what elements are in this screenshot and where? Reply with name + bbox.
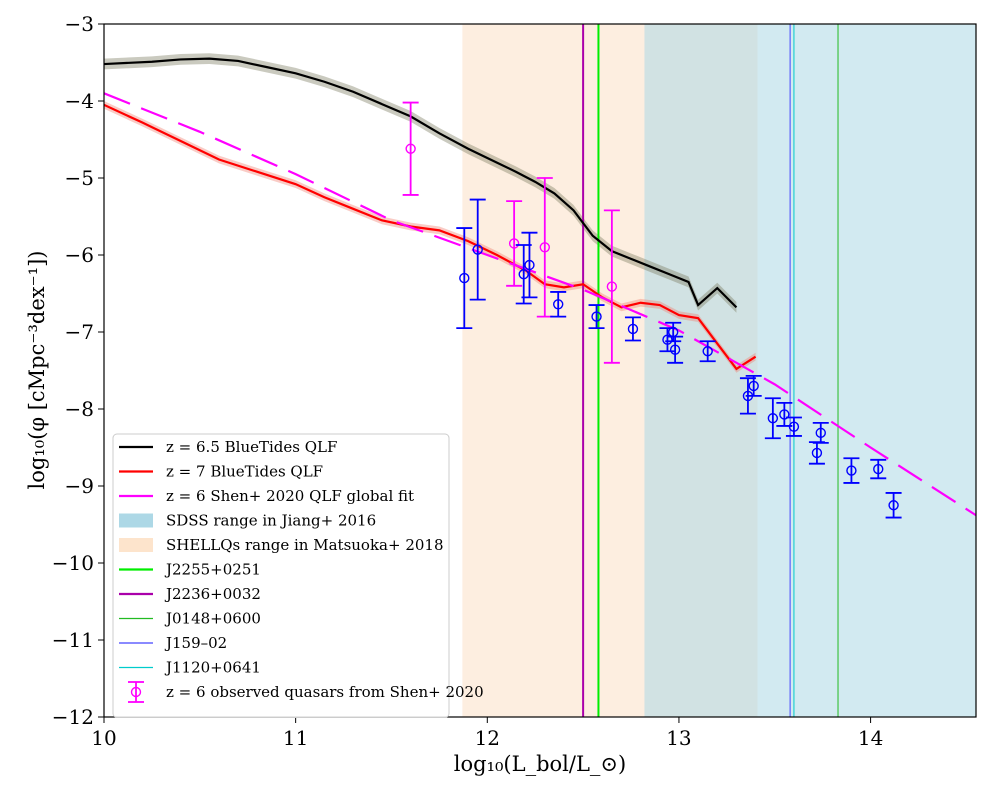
data-marker xyxy=(815,427,826,439)
data-marker xyxy=(669,344,681,355)
legend-entry-7: J0148+0600 xyxy=(119,610,261,628)
series-line-2 xyxy=(104,92,976,517)
observed-point-24 xyxy=(885,492,902,519)
observed-point-7 xyxy=(521,231,538,299)
legend-marker xyxy=(130,686,142,698)
data-marker xyxy=(627,323,639,335)
observed-point-4 xyxy=(456,227,473,330)
data-marker xyxy=(846,465,857,476)
legend-label: J2255+0251 xyxy=(164,561,261,579)
series-line-0 xyxy=(104,57,738,309)
data-marker xyxy=(405,143,416,154)
observed-point-19 xyxy=(785,416,802,437)
legend-label: z = 6 observed quasars from Shen+ 2020 xyxy=(166,683,484,701)
legend-label: J1120+0641 xyxy=(164,659,261,677)
legend-handle xyxy=(119,538,153,552)
observed-point-16 xyxy=(745,374,762,397)
legend-entry-4: SHELLQs range in Matsuoka+ 2018 xyxy=(119,536,444,554)
legend-entry-3: SDSS range in Jiang+ 2016 xyxy=(119,512,376,530)
legend-entry-2: z = 6 Shen+ 2020 QLF global fit xyxy=(119,487,414,505)
y-tick-label-5: −7 xyxy=(65,320,94,344)
plot-frame xyxy=(103,23,977,718)
observed-point-17 xyxy=(764,397,781,440)
shaded-region-1 xyxy=(644,24,976,717)
data-marker xyxy=(606,281,618,292)
qlf-lines xyxy=(104,57,976,517)
data-marker xyxy=(873,463,884,475)
y-tick-label-6: −6 xyxy=(65,243,94,267)
observed-point-2 xyxy=(536,177,553,318)
legend-box xyxy=(112,433,450,718)
data-marker xyxy=(539,242,550,253)
observed-point-21 xyxy=(812,421,829,444)
data-marker xyxy=(662,334,673,345)
observed-point-3 xyxy=(603,209,620,364)
legend-entry-1: z = 7 BlueTides QLF xyxy=(119,463,323,481)
x-tick-label-2: 12 xyxy=(475,726,500,750)
legend-label: J0148+0600 xyxy=(164,610,261,628)
observed-point-1 xyxy=(506,200,523,287)
y-tick-label-4: −8 xyxy=(65,397,94,421)
legend-entry-10: z = 6 observed quasars from Shen+ 2020 xyxy=(128,681,484,703)
legend-label: SHELLQs range in Matsuoka+ 2018 xyxy=(166,536,444,554)
observed-point-12 xyxy=(665,321,682,343)
x-tick-label-4: 14 xyxy=(858,726,883,750)
quasar-vertical-lines xyxy=(582,24,839,717)
observed-point-22 xyxy=(843,457,860,484)
observed-point-5 xyxy=(469,198,486,301)
y-tick-label-1: −11 xyxy=(52,628,94,652)
data-marker xyxy=(702,346,713,357)
data-marker xyxy=(748,380,759,392)
y-axis-label: log₁₀(φ [cMpc⁻³dex⁻¹]) xyxy=(25,251,49,490)
legend-entry-5: J2255+0251 xyxy=(119,561,261,579)
data-marker xyxy=(788,421,800,432)
y-tick-label-3: −9 xyxy=(65,474,94,498)
x-axis-label: log₁₀(L_bol/L_⊙) xyxy=(454,752,626,776)
legend-label: SDSS range in Jiang+ 2016 xyxy=(166,512,376,530)
y-tick-label-8: −4 xyxy=(65,89,94,113)
data-marker xyxy=(524,259,535,271)
observed-point-8 xyxy=(550,291,567,318)
legend-entry-6: J2236+0032 xyxy=(119,585,261,603)
observed-point-9 xyxy=(588,304,605,330)
legend-label: z = 6 Shen+ 2020 QLF global fit xyxy=(166,487,414,505)
legend-label: z = 7 BlueTides QLF xyxy=(166,463,323,481)
data-marker xyxy=(779,409,790,420)
observed-points xyxy=(402,101,902,519)
legend-entry-9: J1120+0641 xyxy=(119,659,261,677)
x-tick-label-3: 13 xyxy=(666,726,691,750)
data-marker xyxy=(459,272,470,284)
legend-entry-8: J159–02 xyxy=(119,634,227,652)
data-marker xyxy=(591,311,602,322)
observed-point-23 xyxy=(870,458,887,480)
y-tick-label-2: −10 xyxy=(52,551,94,575)
legend-entry-0: z = 6.5 BlueTides QLF xyxy=(119,438,337,456)
x-tick-label-0: 10 xyxy=(91,726,116,750)
y-tick-label-7: −5 xyxy=(65,166,94,190)
legend-label: J159–02 xyxy=(164,634,227,652)
observed-point-14 xyxy=(699,340,716,363)
observed-point-10 xyxy=(624,316,641,342)
data-marker xyxy=(811,447,823,459)
legend-label: J2236+0032 xyxy=(164,585,261,603)
observed-point-0 xyxy=(402,101,419,196)
data-marker xyxy=(767,413,779,424)
legend: z = 6.5 BlueTides QLF z = 7 BlueTides QLF… xyxy=(112,433,484,718)
x-tick-label-1: 11 xyxy=(283,726,308,750)
data-marker xyxy=(518,269,529,280)
y-tick-label-0: −12 xyxy=(52,705,94,729)
data-marker xyxy=(508,238,520,249)
legend-handle xyxy=(119,513,153,528)
data-marker xyxy=(472,244,483,255)
data-marker xyxy=(553,299,564,310)
data-marker xyxy=(888,500,899,511)
axis-ticks: 10 11 12 13 14 −12 −11 −10 −9 −8 −7 −6 −5 −4 −3 xyxy=(52,12,884,750)
shaded-regions xyxy=(462,24,976,717)
y-tick-label-9: −3 xyxy=(65,12,94,36)
legend-label: z = 6.5 BlueTides QLF xyxy=(166,438,337,456)
observed-point-13 xyxy=(667,335,684,364)
